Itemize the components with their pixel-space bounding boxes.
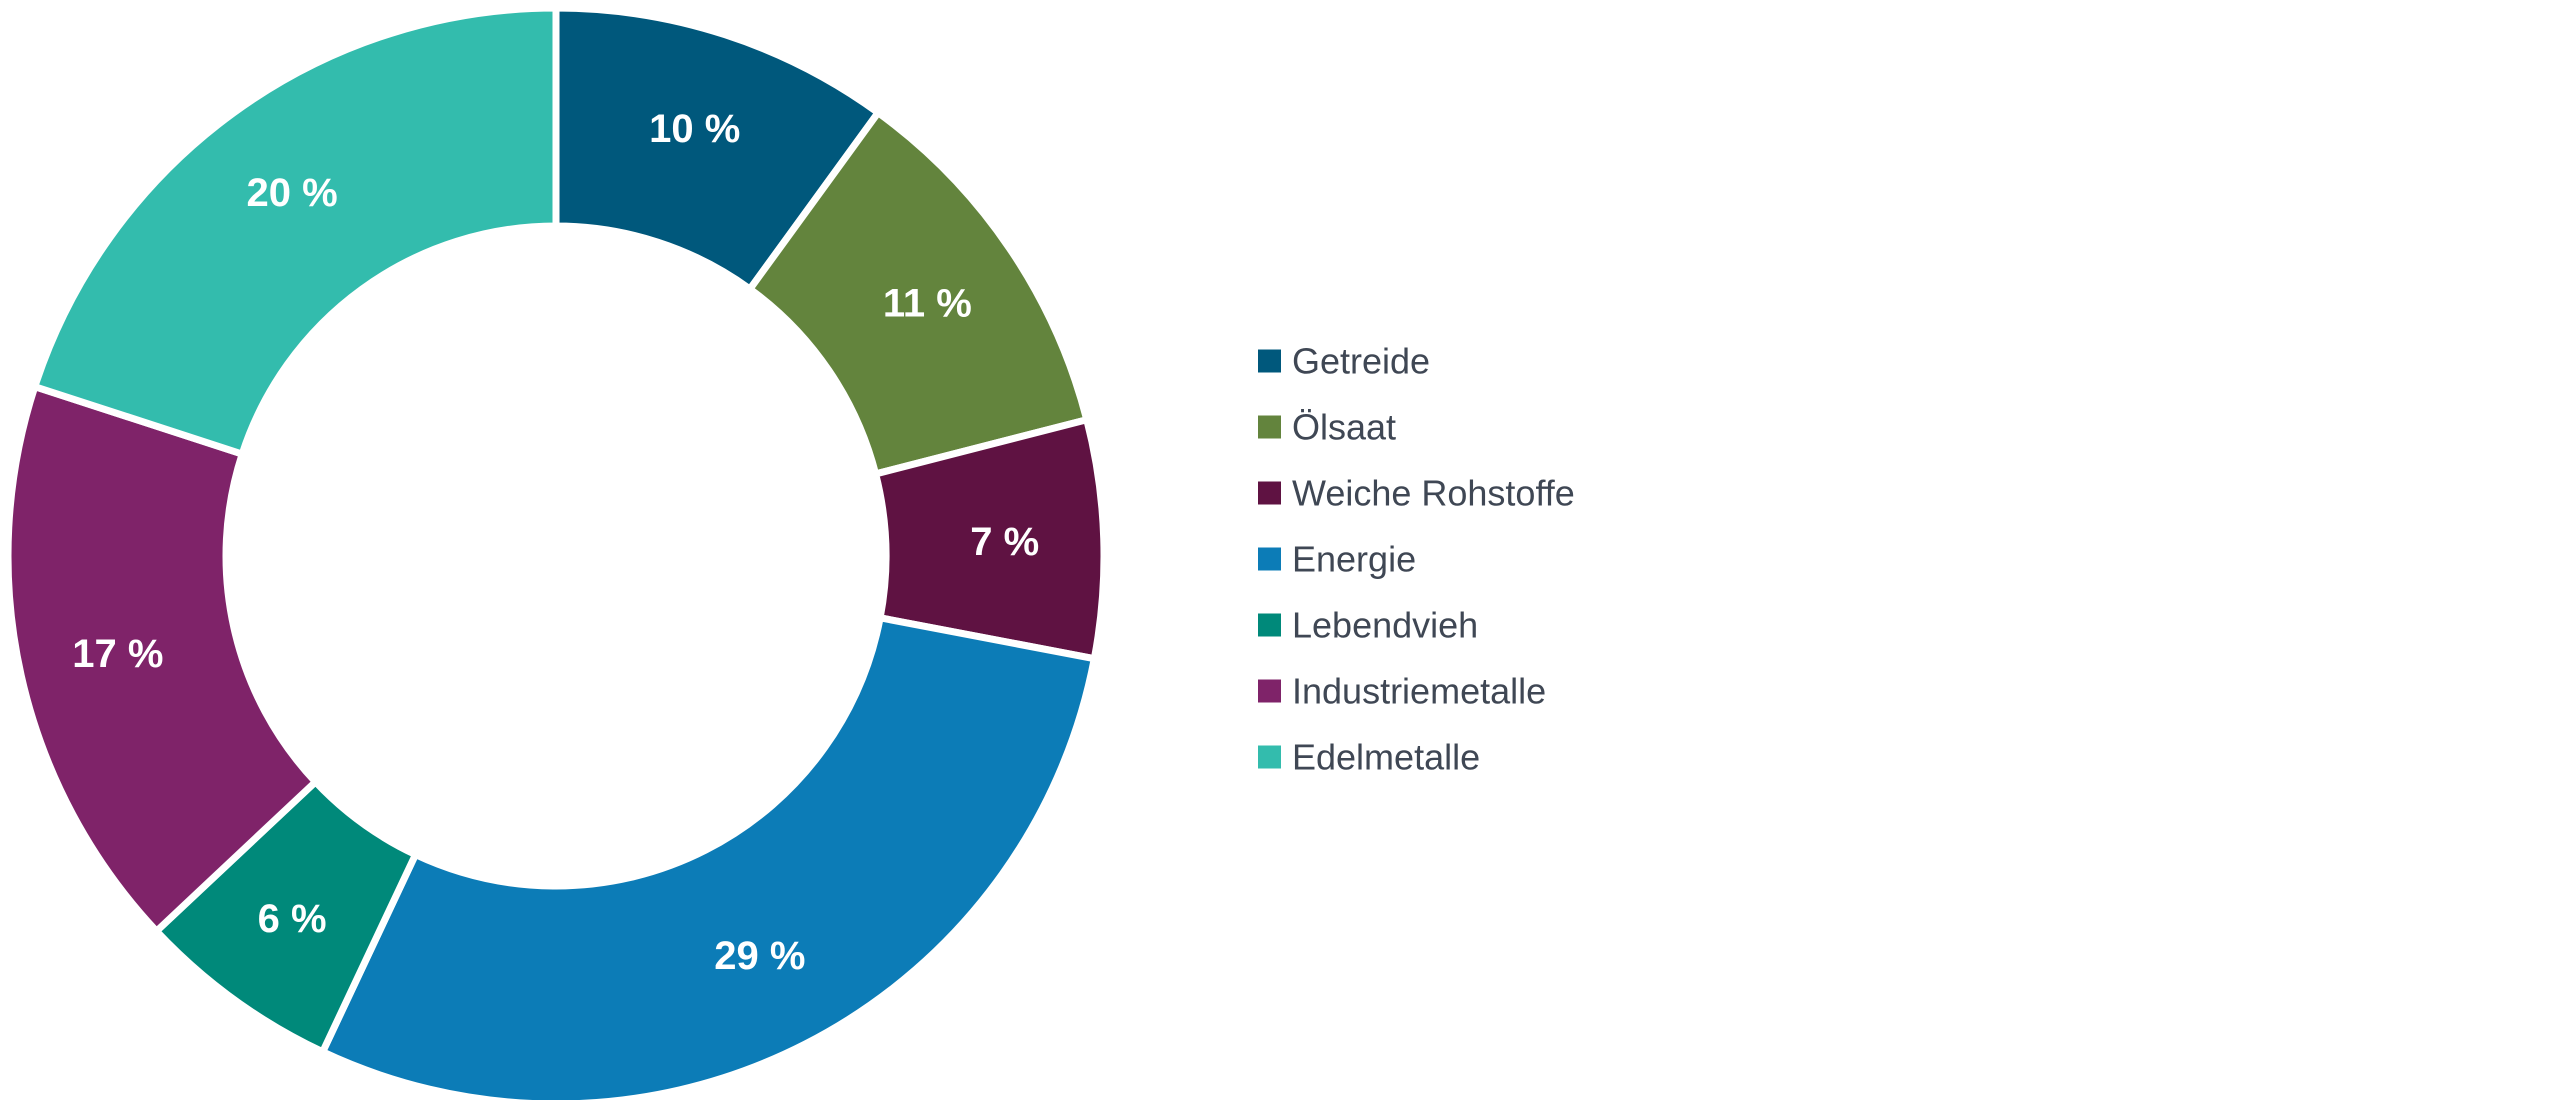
legend-item-oelsaat: Ölsaat: [1258, 407, 1396, 448]
slice-label-weiche-rohstoffe: 7 %: [970, 520, 1039, 564]
legend-item-lebendvieh: Lebendvieh: [1258, 605, 1478, 646]
legend-item-edelmetalle: Edelmetalle: [1258, 737, 1480, 778]
legend-swatch-lebendvieh: [1258, 613, 1281, 637]
legend-item-energie: Energie: [1258, 539, 1416, 580]
legend-swatch-edelmetalle: [1258, 745, 1281, 769]
legend-swatch-energie: [1258, 547, 1281, 571]
legend: Getreide Ölsaat Weiche Rohstoffe Energie Leb…: [1258, 341, 1575, 778]
legend-swatch-getreide: [1258, 349, 1281, 373]
slice-label-lebendvieh: 6 %: [258, 897, 327, 941]
legend-label-getreide: Getreide: [1292, 341, 1430, 382]
slice-labels-group: 10 % 11 % 7 % 29 % 6 % 17 % 20 %: [72, 107, 1039, 978]
legend-label-oelsaat: Ölsaat: [1292, 407, 1396, 448]
slice-label-oelsaat: 11 %: [883, 282, 972, 326]
legend-swatch-industriemetalle: [1258, 679, 1281, 703]
legend-label-energie: Energie: [1292, 539, 1416, 580]
slices-group: [4, 4, 1108, 1100]
legend-item-getreide: Getreide: [1258, 341, 1430, 382]
slice-label-edelmetalle: 20 %: [246, 171, 337, 215]
legend-label-lebendvieh: Lebendvieh: [1292, 605, 1478, 646]
legend-label-edelmetalle: Edelmetalle: [1292, 737, 1480, 778]
slice-label-energie: 29 %: [714, 934, 805, 978]
legend-swatch-oelsaat: [1258, 415, 1281, 439]
slice-label-getreide: 10 %: [649, 107, 740, 151]
slice-energie: [318, 613, 1099, 1100]
slice-label-industriemetalle: 17 %: [72, 632, 163, 676]
slice-edelmetalle: [30, 4, 560, 459]
legend-item-industriemetalle: Industriemetalle: [1258, 671, 1546, 712]
legend-label-weiche-rohstoffe: Weiche Rohstoffe: [1292, 473, 1575, 514]
legend-swatch-weiche-rohstoffe: [1258, 481, 1281, 505]
legend-item-weiche-rohstoffe: Weiche Rohstoffe: [1258, 473, 1575, 514]
slice-industriemetalle: [4, 382, 321, 937]
legend-label-industriemetalle: Industriemetalle: [1292, 671, 1546, 712]
